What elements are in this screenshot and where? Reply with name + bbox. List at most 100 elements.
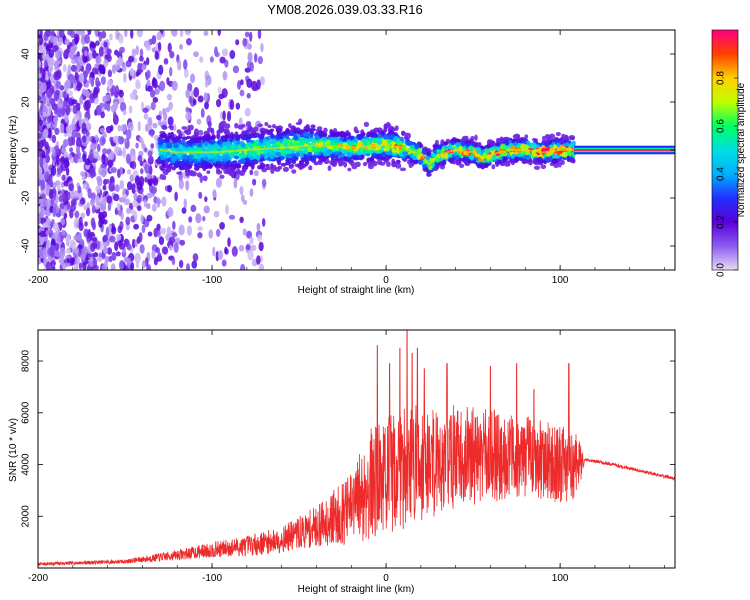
heatmap-cell	[351, 165, 358, 170]
colorbar-tick-label: 0.2	[716, 215, 727, 229]
heatmap-cell	[147, 231, 153, 237]
heatmap-cell	[92, 49, 97, 59]
heatmap-cell	[561, 151, 568, 158]
heatmap-cell	[58, 36, 63, 46]
heatmap-cell	[70, 199, 77, 206]
heatmap-cell	[139, 55, 144, 62]
heatmap-cell	[87, 30, 92, 36]
heatmap-cell	[133, 223, 140, 230]
heatmap-cell	[169, 50, 175, 59]
heatmap-cell	[241, 130, 248, 136]
heatmap-cell	[466, 158, 472, 164]
heatmap-cell	[354, 161, 361, 168]
heatmap-cell	[98, 252, 103, 258]
heatmap-cell	[122, 109, 127, 116]
heatmap-cell	[106, 48, 112, 55]
heatmap-cell	[112, 111, 117, 119]
heatmap-cell	[386, 139, 393, 143]
spectrogram-y-label: Frequency (Hz)	[8, 116, 19, 185]
heatmap-cell	[77, 232, 82, 242]
heatmap-cell	[50, 238, 56, 247]
heatmap-cell	[253, 52, 258, 63]
heatmap-cell	[271, 124, 276, 129]
heatmap-cell	[295, 121, 302, 126]
spectrogram-y-tick-label: 0	[21, 147, 32, 153]
heatmap-cell	[98, 31, 103, 43]
heatmap-cell	[87, 188, 92, 199]
heatmap-cell	[300, 129, 304, 134]
heatmap-cell	[57, 184, 61, 192]
heatmap-cell	[184, 143, 190, 148]
heatmap-cell	[168, 125, 174, 129]
heatmap-cell	[371, 152, 378, 158]
heatmap-cell	[169, 105, 173, 111]
heatmap-cell	[282, 166, 289, 173]
heatmap-cell	[166, 93, 173, 101]
heatmap-cell	[181, 207, 187, 214]
heatmap-cell	[93, 252, 99, 258]
heatmap-cell	[108, 223, 113, 233]
heatmap-cell	[269, 129, 273, 134]
heatmap-cell	[377, 139, 382, 146]
heatmap-cell	[259, 158, 265, 162]
heatmap-cell	[65, 79, 72, 89]
heatmap-cell	[65, 167, 70, 176]
heatmap-cell	[405, 139, 411, 146]
heatmap-cell	[72, 104, 78, 115]
heatmap-cell	[152, 122, 158, 129]
heatmap-cell	[38, 191, 41, 198]
heatmap-cell	[221, 48, 229, 57]
spectrogram-y-tick-label: -40	[21, 238, 32, 253]
heatmap-cell	[75, 30, 82, 35]
heatmap-cell	[170, 30, 177, 37]
heatmap-cell	[399, 167, 407, 172]
heatmap-cell	[95, 55, 102, 65]
heatmap-cell	[122, 64, 127, 72]
heatmap-cell	[133, 192, 138, 201]
heatmap-cell	[59, 247, 66, 259]
heatmap-cell	[552, 144, 558, 150]
heatmap-cell	[307, 151, 313, 158]
spectrogram-x-tick-label: 0	[383, 275, 389, 286]
heatmap-cell	[326, 149, 333, 155]
heatmap-cell	[303, 131, 310, 137]
heatmap-cell	[52, 116, 58, 125]
heatmap-cell	[214, 51, 220, 58]
colorbar-tick-label: 0.8	[716, 71, 727, 85]
heatmap-cell	[111, 84, 116, 96]
heatmap-cell	[383, 126, 388, 133]
heatmap-cell	[234, 122, 239, 129]
heatmap-cell	[202, 156, 209, 162]
heatmap-cell	[152, 97, 159, 103]
heatmap-cell	[350, 161, 356, 167]
heatmap-cell	[89, 149, 94, 160]
heatmap-cell	[196, 172, 202, 178]
heatmap-cell	[240, 79, 244, 86]
heatmap-cell	[98, 64, 106, 75]
heatmap-cell	[373, 137, 379, 142]
heatmap-cell	[222, 110, 226, 121]
heatmap-cell	[141, 224, 146, 234]
heatmap-cell	[117, 56, 122, 67]
heatmap-cell	[165, 167, 172, 173]
heatmap-cell	[38, 142, 43, 153]
heatmap-cell	[126, 168, 132, 175]
heatmap-cell	[110, 263, 116, 270]
heatmap-cell	[90, 143, 97, 151]
heatmap-cell	[310, 124, 316, 129]
heatmap-cell	[197, 225, 203, 232]
heatmap-cell	[257, 234, 262, 242]
heatmap-cell	[74, 210, 80, 218]
heatmap-cell	[123, 138, 128, 144]
heatmap-cell	[246, 135, 252, 140]
heatmap-cell	[141, 260, 146, 269]
heatmap-cell	[242, 228, 247, 236]
heatmap-cell	[103, 41, 108, 48]
heatmap-cell	[146, 214, 153, 222]
heatmap-cell	[77, 185, 82, 194]
heatmap-cell	[204, 196, 208, 203]
heatmap-cell	[258, 263, 265, 270]
heatmap-cell	[362, 161, 368, 167]
heatmap-cell	[45, 97, 50, 105]
heatmap-cell	[119, 166, 124, 175]
